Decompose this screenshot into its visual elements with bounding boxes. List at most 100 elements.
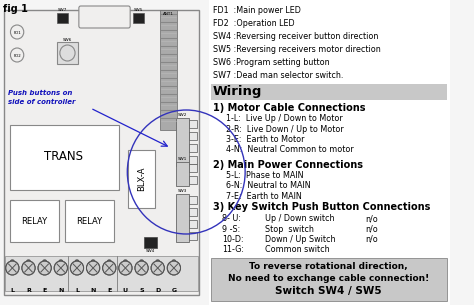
Bar	[189, 120, 197, 128]
Text: SW5: SW5	[134, 8, 144, 12]
Circle shape	[151, 261, 164, 275]
Text: R: R	[26, 288, 31, 293]
Text: L: L	[10, 288, 14, 293]
Text: ANT1: ANT1	[163, 12, 173, 16]
Text: N: N	[58, 288, 64, 293]
Bar	[211, 258, 447, 301]
Text: N: N	[91, 288, 96, 293]
Text: 1) Motor Cable Connections: 1) Motor Cable Connections	[213, 103, 365, 113]
Bar	[9, 200, 59, 242]
Text: 1-L:  Live Up / Down to Motor: 1-L: Live Up / Down to Motor	[226, 114, 343, 123]
Circle shape	[102, 261, 116, 275]
Bar	[9, 125, 119, 190]
Bar	[189, 220, 197, 228]
Text: FD2  :Operation LED: FD2 :Operation LED	[213, 19, 294, 28]
Circle shape	[27, 260, 30, 264]
Bar	[189, 164, 197, 172]
Text: n/o: n/o	[365, 224, 378, 234]
FancyBboxPatch shape	[79, 6, 130, 28]
Circle shape	[54, 261, 67, 275]
Text: FD1  :Main power LED: FD1 :Main power LED	[213, 6, 301, 15]
Text: Wiring: Wiring	[213, 85, 262, 98]
Text: S: S	[139, 288, 144, 293]
Text: fig 1: fig 1	[3, 4, 27, 14]
Bar	[64, 200, 114, 242]
Circle shape	[119, 261, 132, 275]
Text: SW2: SW2	[178, 113, 187, 117]
Text: SW1: SW1	[178, 157, 187, 161]
Bar	[189, 232, 197, 240]
Circle shape	[6, 261, 19, 275]
Text: 10-D:: 10-D:	[222, 235, 244, 244]
Bar	[57, 13, 68, 23]
Text: G: G	[171, 288, 176, 293]
Bar	[189, 176, 197, 184]
Bar	[189, 156, 197, 164]
Bar	[211, 84, 447, 100]
Text: SW5 :Reversing receivers motor direction: SW5 :Reversing receivers motor direction	[213, 45, 381, 54]
Bar	[5, 256, 198, 291]
Text: SW3: SW3	[178, 189, 187, 193]
Circle shape	[70, 261, 83, 275]
Text: E: E	[43, 288, 47, 293]
Text: Common switch: Common switch	[265, 246, 330, 254]
Text: No need to exchange cable connection!: No need to exchange cable connection!	[228, 274, 429, 283]
Bar	[133, 13, 145, 23]
Circle shape	[75, 260, 79, 264]
Bar	[189, 208, 197, 216]
Bar	[160, 10, 177, 130]
Text: n/o: n/o	[365, 214, 378, 223]
Circle shape	[140, 260, 144, 264]
Circle shape	[108, 260, 111, 264]
Circle shape	[172, 260, 176, 264]
Text: Down / Up Switch: Down / Up Switch	[265, 235, 336, 244]
Circle shape	[22, 261, 35, 275]
Bar	[189, 196, 197, 204]
Circle shape	[167, 261, 181, 275]
Text: L: L	[75, 288, 79, 293]
Text: 7-E:  Earth to MAIN: 7-E: Earth to MAIN	[226, 192, 302, 201]
Text: FD1: FD1	[13, 31, 21, 35]
Circle shape	[38, 261, 51, 275]
Text: SW4 :Reversing receiver button direction: SW4 :Reversing receiver button direction	[213, 32, 378, 41]
Text: Up / Down switch: Up / Down switch	[265, 214, 335, 223]
Text: TRANS: TRANS	[44, 150, 83, 163]
Text: 4-N:  Neutral Common to motor: 4-N: Neutral Common to motor	[226, 145, 354, 155]
Bar	[189, 144, 197, 152]
Bar	[176, 194, 189, 242]
Text: 8- U:: 8- U:	[222, 214, 241, 223]
Text: SW7: SW7	[58, 8, 67, 12]
Text: SW7 :Dead man selector switch.: SW7 :Dead man selector switch.	[213, 71, 343, 80]
Text: Push buttons on
side of controller: Push buttons on side of controller	[8, 90, 75, 105]
Text: 6-N:  Neutral to MAIN: 6-N: Neutral to MAIN	[226, 181, 311, 191]
Circle shape	[59, 260, 63, 264]
Text: 3-E:  Earth to Motor: 3-E: Earth to Motor	[226, 135, 305, 144]
Circle shape	[91, 260, 95, 264]
Bar	[57, 42, 78, 64]
Text: Switch SW4 / SW5: Switch SW4 / SW5	[275, 286, 382, 296]
Text: 2-R:  Live Down / Up to Motor: 2-R: Live Down / Up to Motor	[226, 124, 344, 134]
Text: FD2: FD2	[13, 54, 21, 58]
Text: RELAY: RELAY	[21, 217, 47, 225]
Text: n/o: n/o	[365, 235, 378, 244]
Text: 5-L:  Phase to MAIN: 5-L: Phase to MAIN	[226, 171, 304, 180]
Text: 3) Key Switch Push Button Connections: 3) Key Switch Push Button Connections	[213, 202, 430, 212]
Circle shape	[156, 260, 160, 264]
Text: 2) Main Power Connections: 2) Main Power Connections	[213, 160, 363, 170]
Bar	[176, 162, 189, 186]
Circle shape	[43, 260, 46, 264]
Text: SW6 :Program setting button: SW6 :Program setting button	[213, 58, 329, 67]
Circle shape	[124, 260, 128, 264]
Text: BLX-A: BLX-A	[137, 167, 146, 191]
Bar	[145, 237, 157, 248]
Text: RELAY: RELAY	[76, 217, 102, 225]
Text: U: U	[123, 288, 128, 293]
Text: D: D	[155, 288, 160, 293]
Text: SW6: SW6	[63, 38, 72, 42]
Text: 11-G:: 11-G:	[222, 246, 244, 254]
Circle shape	[86, 261, 100, 275]
Bar	[128, 150, 155, 208]
Text: 9 -S:: 9 -S:	[222, 224, 241, 234]
Circle shape	[10, 260, 14, 264]
Bar	[189, 132, 197, 140]
